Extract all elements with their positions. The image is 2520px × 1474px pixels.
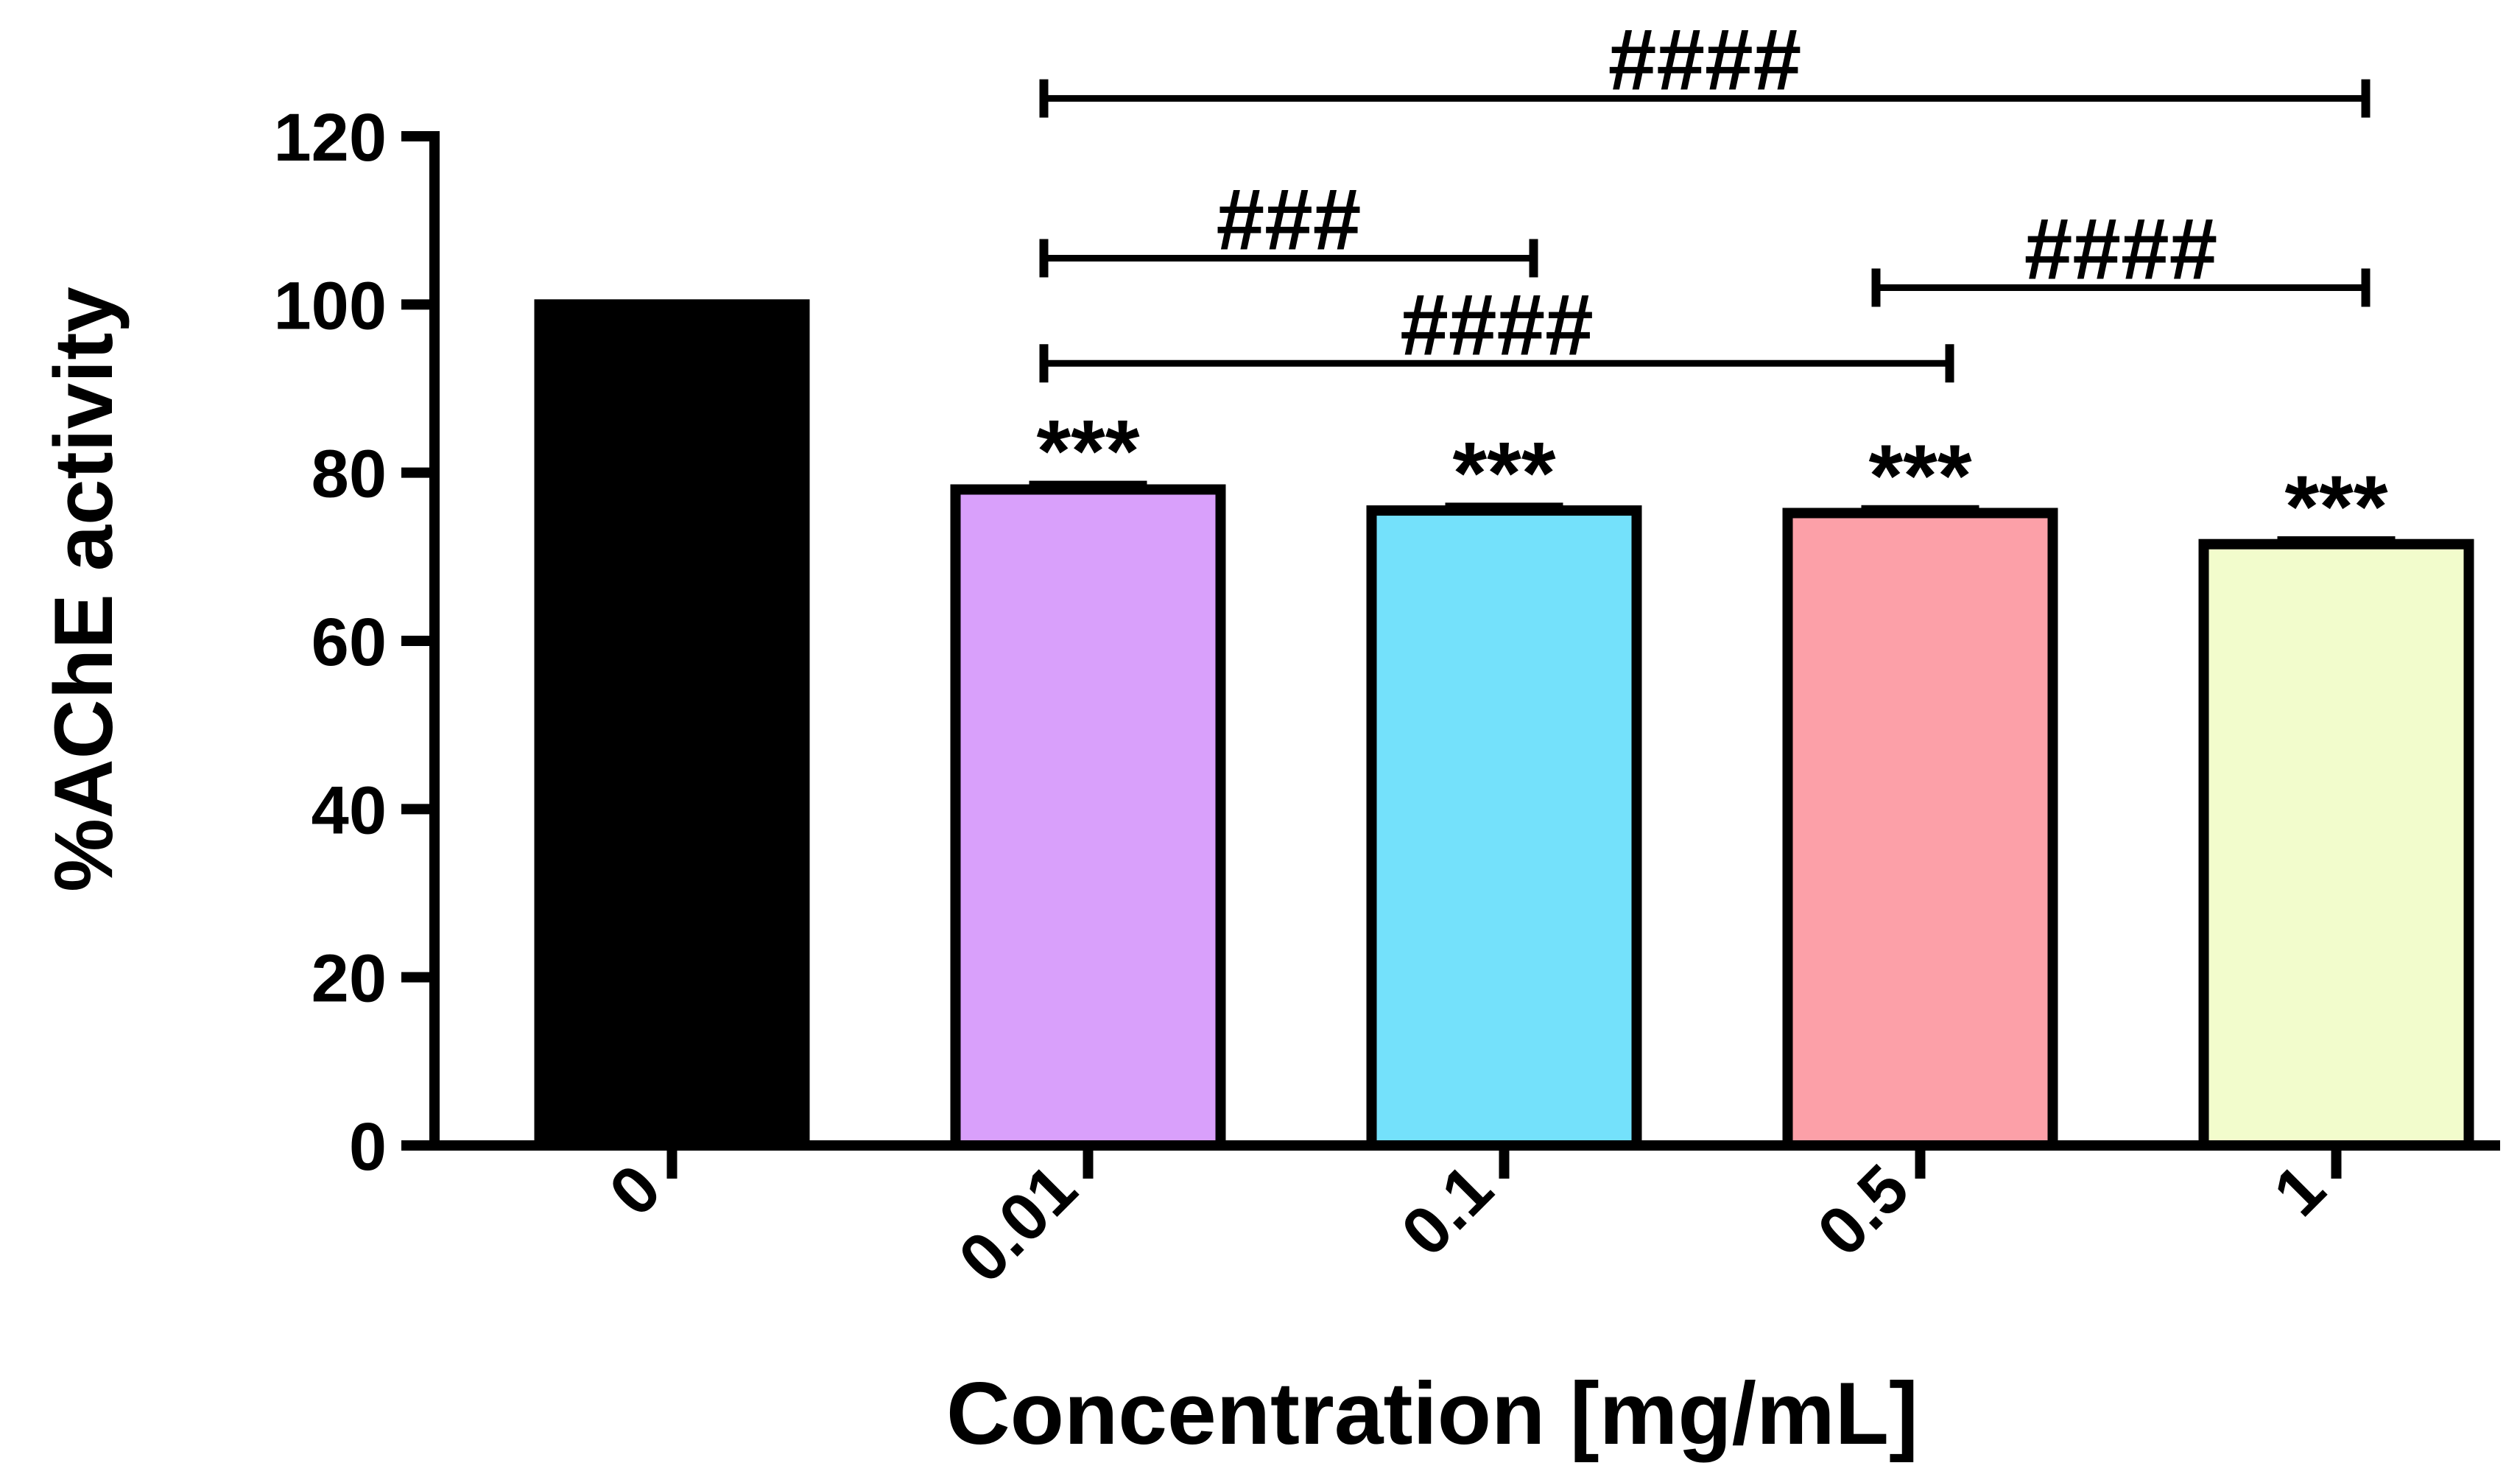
x-ticks-layer: 0 0.01 0.1 0.5 1	[595, 1145, 2342, 1297]
x-axis-title: Concentration [mg/mL]	[946, 1364, 1918, 1463]
comparison-label: ###	[1217, 172, 1362, 269]
significance-stars: ***	[2284, 457, 2387, 556]
y-tick-label: 40	[312, 773, 387, 848]
y-tick-label: 60	[312, 605, 387, 680]
x-tick-label: 0.5	[1803, 1151, 1924, 1271]
bar-0.1	[1366, 505, 1642, 1151]
bar-1	[2198, 538, 2474, 1151]
bar-0.5	[1782, 508, 2058, 1151]
x-tick-label: 1	[2259, 1151, 2339, 1230]
comparison-brackets-layer: ####### ########	[1039, 12, 2371, 383]
bar-0	[534, 299, 810, 1151]
comparison-label: ####	[1608, 12, 1802, 109]
y-tick-label: 120	[274, 100, 387, 175]
significance-stars: ***	[1036, 402, 1139, 501]
y-tick-label: 20	[312, 941, 387, 1017]
y-tick-label: 0	[349, 1109, 387, 1185]
y-ticks-layer: 0 20 40 60 80 100 120	[274, 100, 434, 1185]
comparison-label: ####	[2024, 201, 2218, 298]
significance-stars: ***	[1868, 427, 1971, 525]
comparison-label: ####	[1400, 276, 1594, 373]
y-axis-title: %AChE activity	[38, 287, 130, 892]
y-tick-label: 80	[312, 437, 387, 512]
significance-stars: ***	[1452, 424, 1555, 522]
x-tick-label: 0.1	[1387, 1151, 1507, 1271]
bar-0.01	[950, 484, 1226, 1151]
x-tick-label: 0	[595, 1151, 675, 1230]
significance-layer: *** *** *** ***	[1036, 402, 2387, 556]
error-bars-layer	[1029, 480, 2396, 544]
x-tick-label: 0.01	[945, 1151, 1091, 1297]
y-tick-label: 100	[274, 268, 387, 343]
